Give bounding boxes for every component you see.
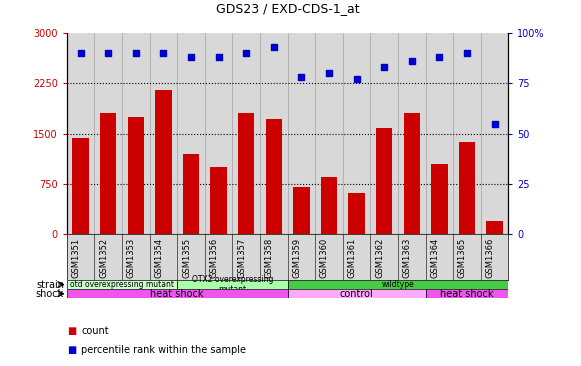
Text: ■: ■ (67, 326, 76, 336)
Bar (431, 164, 447, 234)
Point (462, 50, 472, 56)
Point (103, 50, 113, 56)
Bar (155, 90, 172, 234)
Point (324, 70, 333, 76)
Text: GSM1358: GSM1358 (265, 238, 274, 278)
Bar (293, 187, 310, 234)
Text: GSM1362: GSM1362 (375, 238, 384, 278)
Text: strain: strain (36, 280, 64, 290)
Bar (425, 289, 508, 298)
Bar (127, 117, 144, 234)
Text: GSM1359: GSM1359 (292, 238, 302, 278)
Text: GSM1365: GSM1365 (458, 238, 467, 278)
Text: heat shock: heat shock (440, 289, 494, 299)
Point (187, 54, 196, 60)
Text: wildtype: wildtype (382, 280, 414, 289)
Bar (67, 289, 288, 298)
Text: heat shock: heat shock (150, 289, 204, 299)
Point (435, 54, 444, 60)
Bar (182, 154, 199, 234)
Bar (177, 280, 288, 289)
Bar (67, 280, 177, 289)
Text: GSM1352: GSM1352 (99, 238, 108, 278)
Text: ■: ■ (67, 344, 76, 355)
Text: GSM1351: GSM1351 (71, 238, 81, 278)
Bar (288, 289, 425, 298)
Text: GSM1361: GSM1361 (347, 238, 357, 278)
Bar (376, 128, 393, 234)
Text: GSM1363: GSM1363 (403, 238, 412, 278)
Point (490, 120, 499, 126)
Text: GSM1364: GSM1364 (431, 238, 439, 278)
Bar (210, 167, 227, 234)
Point (352, 76, 361, 82)
Bar (321, 177, 337, 234)
Text: OTX2 overexpressing
mutant: OTX2 overexpressing mutant (192, 275, 273, 294)
Text: count: count (81, 326, 109, 336)
Point (297, 74, 306, 80)
Text: GSM1356: GSM1356 (210, 238, 218, 278)
Point (76, 50, 85, 56)
Bar (403, 113, 420, 234)
Text: otd overexpressing mutant: otd overexpressing mutant (70, 280, 174, 289)
Bar (238, 113, 254, 234)
Text: control: control (340, 289, 374, 299)
Text: GSM1353: GSM1353 (127, 238, 136, 278)
Point (131, 50, 141, 56)
Point (242, 50, 251, 56)
Point (269, 44, 278, 50)
Text: shock: shock (35, 289, 64, 299)
Text: GDS23 / EXD-CDS-1_at: GDS23 / EXD-CDS-1_at (216, 1, 360, 15)
Text: GSM1360: GSM1360 (320, 238, 329, 278)
Bar (266, 119, 282, 234)
Text: percentile rank within the sample: percentile rank within the sample (81, 344, 246, 355)
Point (159, 50, 168, 56)
Point (379, 64, 389, 70)
Bar (459, 142, 475, 234)
Text: GSM1366: GSM1366 (486, 238, 494, 278)
Text: GSM1354: GSM1354 (155, 238, 163, 278)
Bar (72, 138, 89, 234)
Point (214, 54, 223, 60)
Bar (288, 280, 508, 289)
Text: GSM1355: GSM1355 (182, 238, 191, 278)
Point (407, 58, 417, 64)
Bar (486, 221, 503, 234)
Text: GSM1357: GSM1357 (237, 238, 246, 278)
Bar (100, 113, 116, 234)
Bar (348, 193, 365, 234)
